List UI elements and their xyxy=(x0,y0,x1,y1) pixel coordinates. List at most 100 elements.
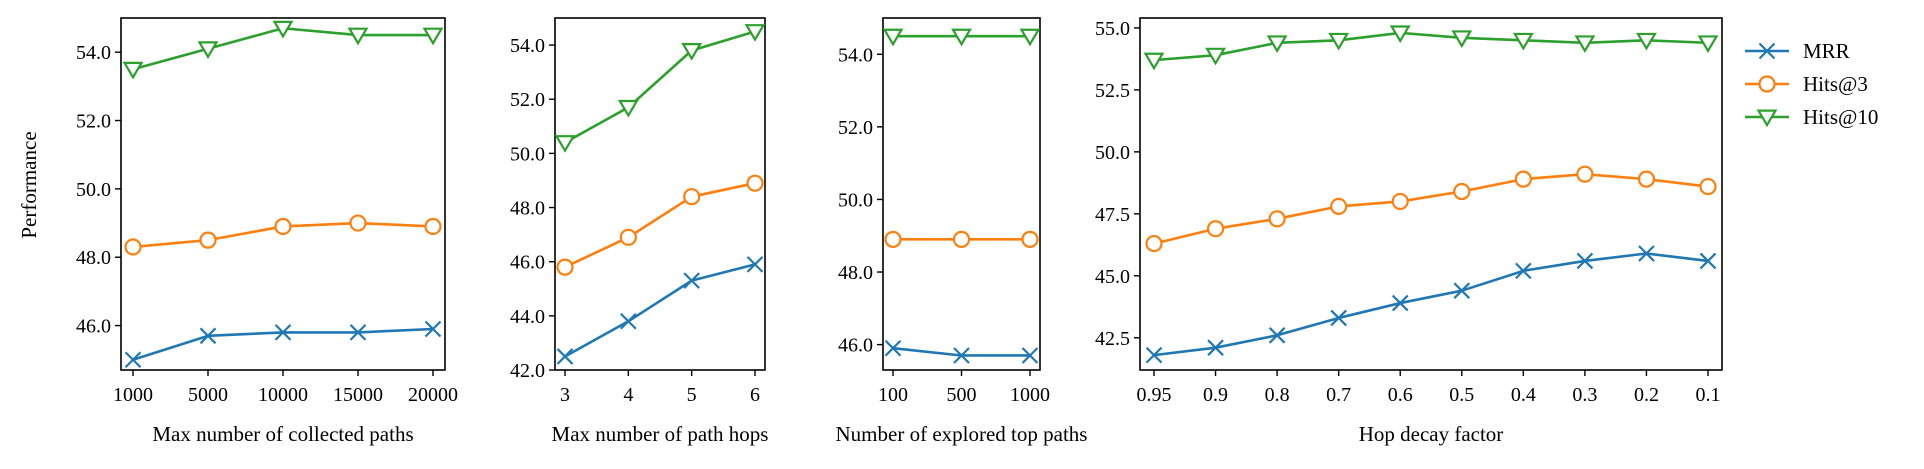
data-point xyxy=(1021,347,1039,364)
data-point xyxy=(1697,35,1719,54)
x-tick-label: 1000 xyxy=(1010,384,1050,406)
data-point xyxy=(884,339,902,357)
x-tick-label: 500 xyxy=(947,384,977,406)
legend-marker xyxy=(1756,109,1778,128)
data-point xyxy=(1636,32,1657,51)
data-point xyxy=(1145,234,1163,253)
y-tick-label: 50.0 xyxy=(838,189,873,211)
x-axis-title: Max number of path hops xyxy=(552,422,769,446)
data-point xyxy=(617,99,639,118)
series-hits-10 xyxy=(122,20,444,80)
panel-2: 42.0 44.0 46.0 48.0 50.0 52.0 54.0 3 4 5 6 Max numb… xyxy=(510,17,769,446)
x-tick-label: 0.9 xyxy=(1203,384,1228,406)
data-point xyxy=(620,312,637,330)
y-tick-label: 50.0 xyxy=(76,179,111,201)
x-tick-label: 0.5 xyxy=(1449,384,1474,406)
x-tick-label: 0.7 xyxy=(1326,384,1351,406)
data-point xyxy=(199,327,217,345)
data-point xyxy=(1266,35,1288,54)
y-axis-title: Performance xyxy=(17,131,41,238)
data-point xyxy=(1330,197,1348,215)
y-tick-label: 48.0 xyxy=(76,247,111,269)
data-point xyxy=(951,28,972,47)
y-tick-label: 42.5 xyxy=(1095,328,1130,350)
data-point xyxy=(1515,262,1532,280)
data-point xyxy=(1574,35,1596,54)
data-point xyxy=(1514,170,1532,188)
y-tick-label: 46.0 xyxy=(510,252,545,274)
data-point xyxy=(274,324,292,341)
y-tick-label: 52.0 xyxy=(838,117,873,139)
data-point xyxy=(556,348,574,365)
legend-entry-hits-10: Hits@10 xyxy=(1745,105,1878,129)
data-point xyxy=(1391,192,1409,211)
data-point xyxy=(424,320,442,338)
data-point xyxy=(1143,52,1165,71)
data-point xyxy=(1699,252,1717,270)
plot-frame xyxy=(882,17,1041,371)
x-tick-label: 20000 xyxy=(408,384,458,406)
data-point xyxy=(1328,32,1350,51)
data-point xyxy=(1576,165,1594,183)
plot-frame xyxy=(1139,17,1723,371)
data-point xyxy=(1268,327,1286,344)
data-point xyxy=(124,238,142,256)
data-point xyxy=(1330,309,1347,327)
data-point xyxy=(347,27,369,46)
series-hits-10 xyxy=(1143,25,1719,71)
data-point xyxy=(1207,339,1224,356)
x-tick-label: 4 xyxy=(623,384,633,406)
x-axis-title: Hop decay factor xyxy=(1359,422,1504,446)
data-point xyxy=(746,174,764,192)
data-point xyxy=(122,61,144,80)
data-point xyxy=(952,230,971,248)
panel-3: 46.0 48.0 50.0 52.0 54.0 100 500 1000 Number of … xyxy=(836,17,1087,446)
x-tick-label: 1000 xyxy=(113,384,153,406)
series-line xyxy=(564,30,756,144)
x-tick-label: 0.6 xyxy=(1388,384,1413,406)
data-point xyxy=(554,135,576,153)
x-tick-label: 5000 xyxy=(188,384,228,406)
x-tick-label: 0.2 xyxy=(1634,384,1659,406)
x-axis-title: Max number of collected paths xyxy=(152,422,413,446)
data-point xyxy=(1391,294,1409,312)
y-tick-label: 50.0 xyxy=(510,143,545,165)
series-line xyxy=(564,263,756,358)
data-point xyxy=(1512,32,1534,51)
data-point xyxy=(1451,30,1473,49)
y-tick-label: 46.0 xyxy=(838,335,873,357)
legend-label: Hits@10 xyxy=(1803,105,1878,129)
series-line xyxy=(564,181,756,269)
data-point xyxy=(424,217,442,236)
data-point xyxy=(683,188,701,206)
series-mrr xyxy=(124,320,442,369)
data-point xyxy=(1576,252,1594,270)
data-point xyxy=(1453,282,1471,299)
data-point xyxy=(274,217,292,236)
y-tick-label: 54.0 xyxy=(76,42,111,64)
data-point xyxy=(1453,182,1471,201)
legend-marker xyxy=(1758,75,1776,93)
plot-frame xyxy=(554,17,766,371)
data-point xyxy=(884,230,902,248)
data-point xyxy=(744,24,766,42)
series-hits-3 xyxy=(884,230,1039,248)
data-point xyxy=(746,256,764,273)
series-line xyxy=(1153,252,1709,357)
series-line xyxy=(1153,31,1709,62)
panel-4: 42.5 45.0 47.5 50.0 52.5 55.0 0.95 0.9 0.8 0.7 0.6… xyxy=(1095,17,1723,446)
data-point xyxy=(1637,170,1656,188)
data-point xyxy=(1699,177,1717,196)
panel-1: 46.0 48.0 50.0 52.0 54.0 1000 5000 10000 15000 20… xyxy=(76,17,458,446)
data-point xyxy=(1019,28,1041,47)
series-hits-3 xyxy=(124,214,442,256)
y-tick-label: 52.0 xyxy=(76,111,111,133)
legend-entry-mrr: MRR xyxy=(1745,39,1850,63)
data-point xyxy=(882,28,904,47)
data-point xyxy=(683,272,700,289)
data-point xyxy=(349,214,367,232)
y-tick-label: 55.0 xyxy=(1095,18,1130,40)
legend-marker xyxy=(1758,42,1776,60)
data-point xyxy=(422,27,444,46)
y-tick-label: 48.0 xyxy=(838,262,873,284)
